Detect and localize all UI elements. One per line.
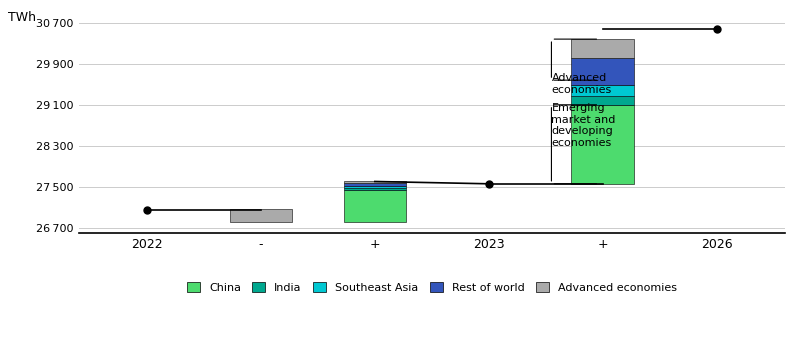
Bar [571, 85, 634, 95]
Bar [571, 95, 634, 105]
Legend: China, India, Southeast Asia, Rest of world, Advanced economies: China, India, Southeast Asia, Rest of wo… [182, 278, 682, 297]
Bar [571, 58, 634, 85]
Bar [343, 186, 406, 188]
Bar [230, 210, 292, 222]
Text: Advanced
economies: Advanced economies [551, 73, 612, 95]
Text: Emerging
market and
developing
economies: Emerging market and developing economies [551, 103, 616, 148]
Y-axis label: TWh: TWh [8, 11, 36, 24]
Bar [343, 183, 406, 186]
Bar [343, 188, 406, 190]
Bar [571, 105, 634, 184]
Bar [571, 39, 634, 58]
Bar [343, 190, 406, 222]
Bar [343, 181, 406, 183]
